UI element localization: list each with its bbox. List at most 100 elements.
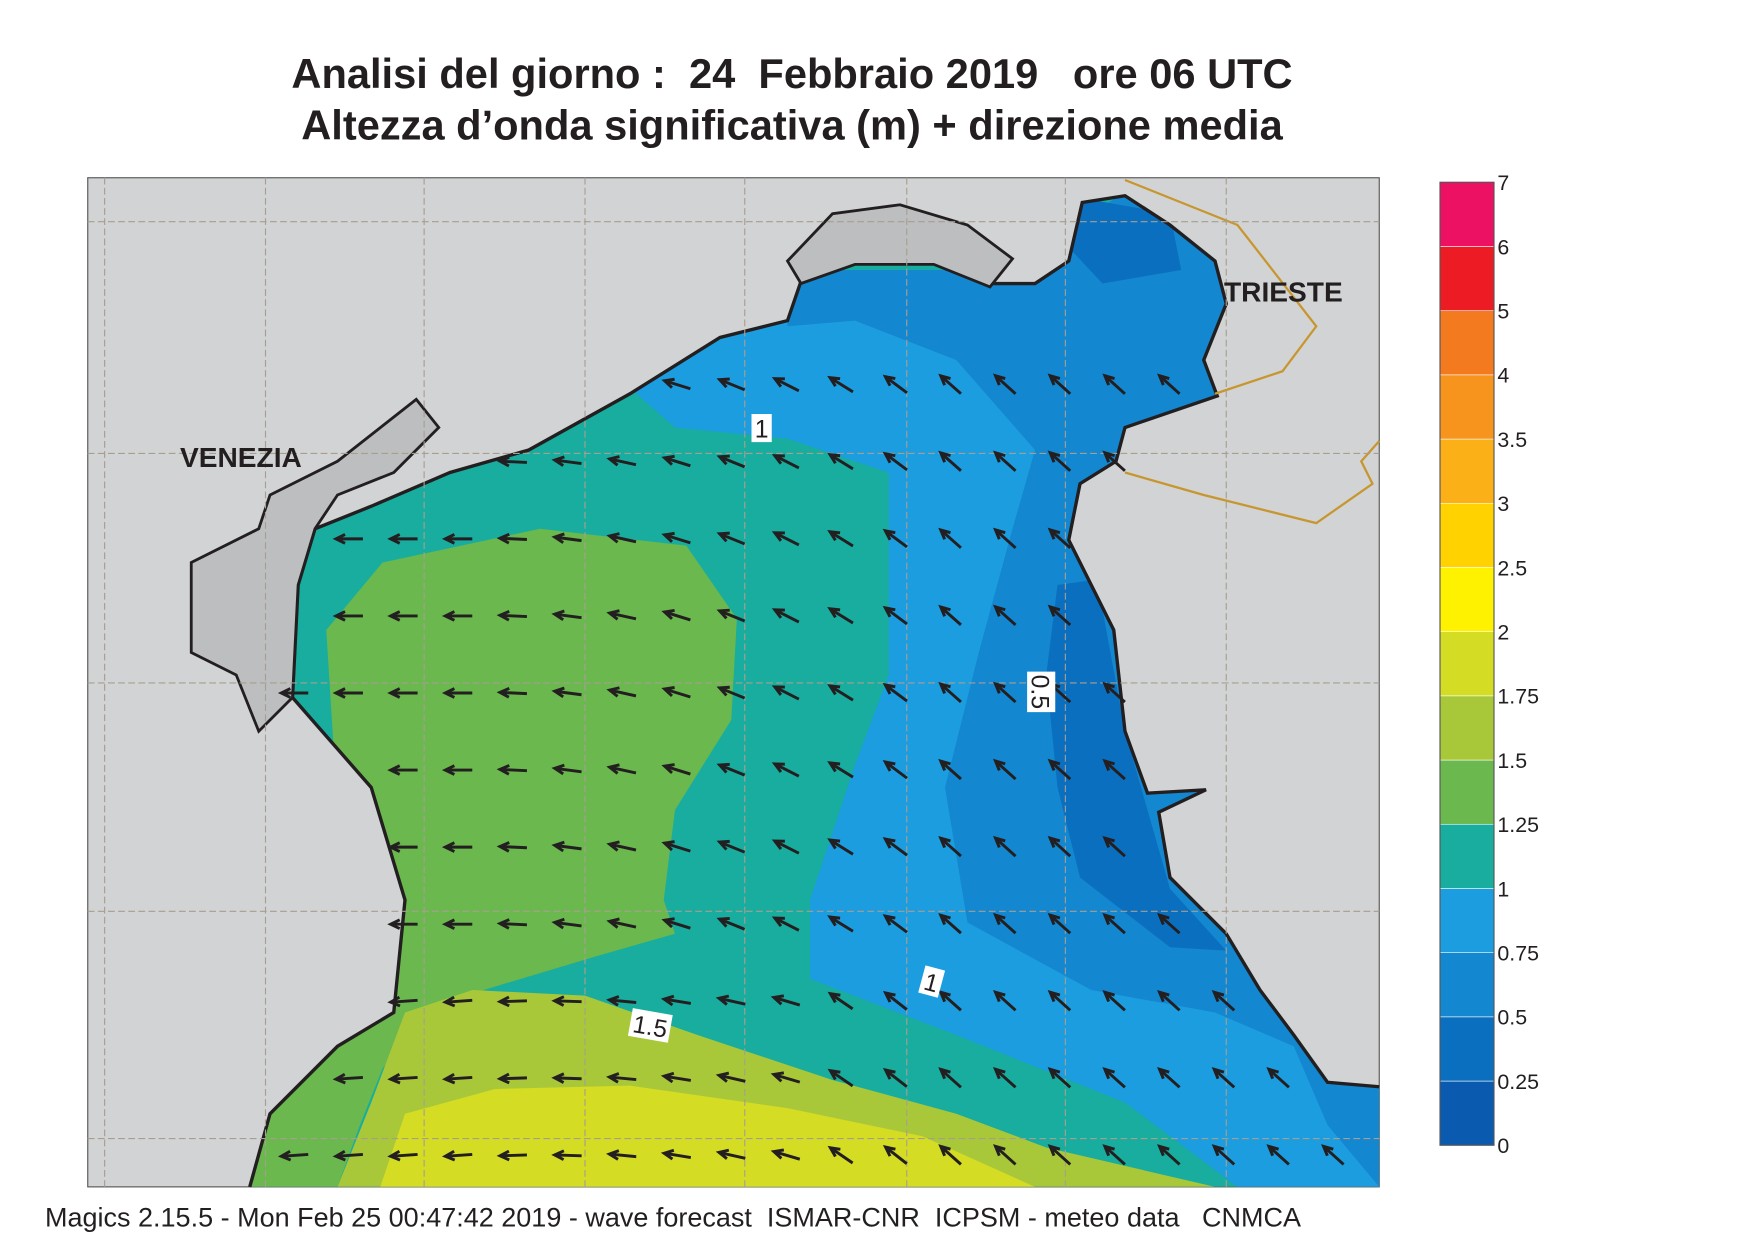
direction-arrow (1157, 373, 1181, 395)
footer: Magics 2.15.5 - Mon Feb 25 00:47:42 2019… (45, 1202, 1301, 1232)
direction-arrow (1102, 450, 1126, 472)
direction-arrow (441, 1072, 473, 1085)
border (1124, 178, 1381, 525)
direction-arrow (771, 608, 800, 624)
direction-arrow (938, 604, 962, 626)
direction-arrow (1157, 912, 1181, 935)
label-box (751, 414, 772, 443)
colorbar-label: 1.5 (1497, 749, 1527, 773)
direction-arrow (715, 994, 746, 1006)
contour-label: 1 (921, 969, 941, 999)
direction-arrow (606, 763, 637, 775)
colorbar-label: 7 (1497, 171, 1509, 195)
direction-arrow (827, 607, 854, 625)
direction-arrow (716, 377, 746, 392)
direction-arrow (661, 377, 691, 391)
direction-arrow (496, 841, 528, 853)
direction-arrow (938, 913, 962, 935)
direction-arrow (332, 1072, 363, 1085)
label-box (918, 965, 946, 998)
colorbar-band (1439, 1080, 1495, 1146)
direction-arrow (715, 1148, 746, 1160)
direction-arrow (387, 764, 418, 776)
direction-arrow (992, 912, 1017, 935)
grid-lines (87, 177, 1380, 1187)
direction-arrow (992, 758, 1017, 781)
colorbar-label: 2 (1497, 621, 1509, 645)
colorbar-band (1439, 1016, 1495, 1082)
direction-arrow (827, 838, 854, 856)
direction-arrow (496, 918, 528, 930)
direction-arrow (992, 604, 1017, 627)
direction-arrow (551, 840, 582, 853)
direction-arrow (716, 608, 746, 623)
direction-arrow (716, 916, 746, 931)
colorbar-label: 1.25 (1497, 813, 1539, 837)
direction-arrow (992, 835, 1017, 858)
direction-arrow (882, 837, 908, 857)
scene: Analisi del giorno : 24 Febbraio 2019 or… (45, 50, 1539, 1232)
direction-arrow (827, 1068, 854, 1088)
direction-arrow (827, 684, 854, 702)
direction-arrow (1047, 604, 1072, 627)
direction-arrow (441, 841, 473, 853)
colorbar-label: 6 (1497, 235, 1509, 259)
direction-arrow (882, 1067, 908, 1088)
direction-arrow (660, 994, 692, 1007)
direction-arrow (496, 995, 527, 1008)
colorbar-band (1439, 310, 1495, 376)
direction-arrow (882, 1144, 908, 1165)
direction-arrow (496, 687, 528, 699)
direction-arrow (1157, 1144, 1181, 1166)
direction-arrow (771, 377, 800, 393)
direction-arrow (771, 762, 800, 778)
direction-arrow (496, 764, 528, 776)
direction-arrow (551, 1149, 582, 1161)
graticule (87, 177, 1380, 1187)
direction-arrow (771, 916, 800, 932)
direction-arrow (1102, 758, 1126, 781)
direction-arrow (827, 452, 854, 471)
direction-arrow (387, 610, 418, 622)
direction-arrow (661, 917, 691, 930)
arrows (277, 373, 1345, 1166)
direction-arrow (770, 994, 801, 1007)
direction-arrow (387, 1149, 418, 1162)
direction-arrow (716, 685, 746, 700)
direction-arrow (1266, 1067, 1290, 1089)
colorbar-band (1439, 246, 1495, 311)
direction-arrow (387, 1072, 418, 1085)
direction-arrow (1102, 989, 1126, 1012)
direction-arrow (716, 531, 746, 546)
direction-arrow (770, 1148, 801, 1161)
colorbar-label: 0 (1497, 1134, 1509, 1158)
direction-arrow (332, 533, 363, 545)
direction-arrow (1102, 1144, 1126, 1166)
direction-arrow (660, 1148, 692, 1161)
direction-arrow (332, 610, 363, 622)
direction-arrow (496, 609, 528, 622)
direction-arrow (1102, 912, 1126, 935)
direction-arrow (441, 533, 473, 545)
direction-arrow (882, 451, 908, 472)
contour-label: 1 (755, 417, 769, 444)
direction-arrow (1047, 989, 1072, 1012)
direction-arrow (441, 610, 473, 622)
direction-arrow (1102, 373, 1126, 395)
colorbar-band (1439, 823, 1495, 889)
direction-arrow (716, 839, 746, 854)
direction-arrow (1047, 527, 1072, 549)
direction-arrow (992, 681, 1017, 704)
label-box (1027, 671, 1056, 713)
direction-arrow (606, 1149, 637, 1161)
direction-arrow (551, 995, 582, 1007)
subtitle: Altezza d’onda significativa (m) + direz… (301, 102, 1283, 149)
direction-arrow (496, 532, 528, 545)
direction-arrow (661, 608, 691, 622)
direction-arrow (716, 762, 746, 777)
island (785, 203, 1015, 289)
direction-arrow (938, 1144, 962, 1166)
direction-arrow (938, 835, 962, 858)
contour-label: 1.5 (631, 1011, 670, 1044)
direction-arrow (1211, 1067, 1236, 1089)
